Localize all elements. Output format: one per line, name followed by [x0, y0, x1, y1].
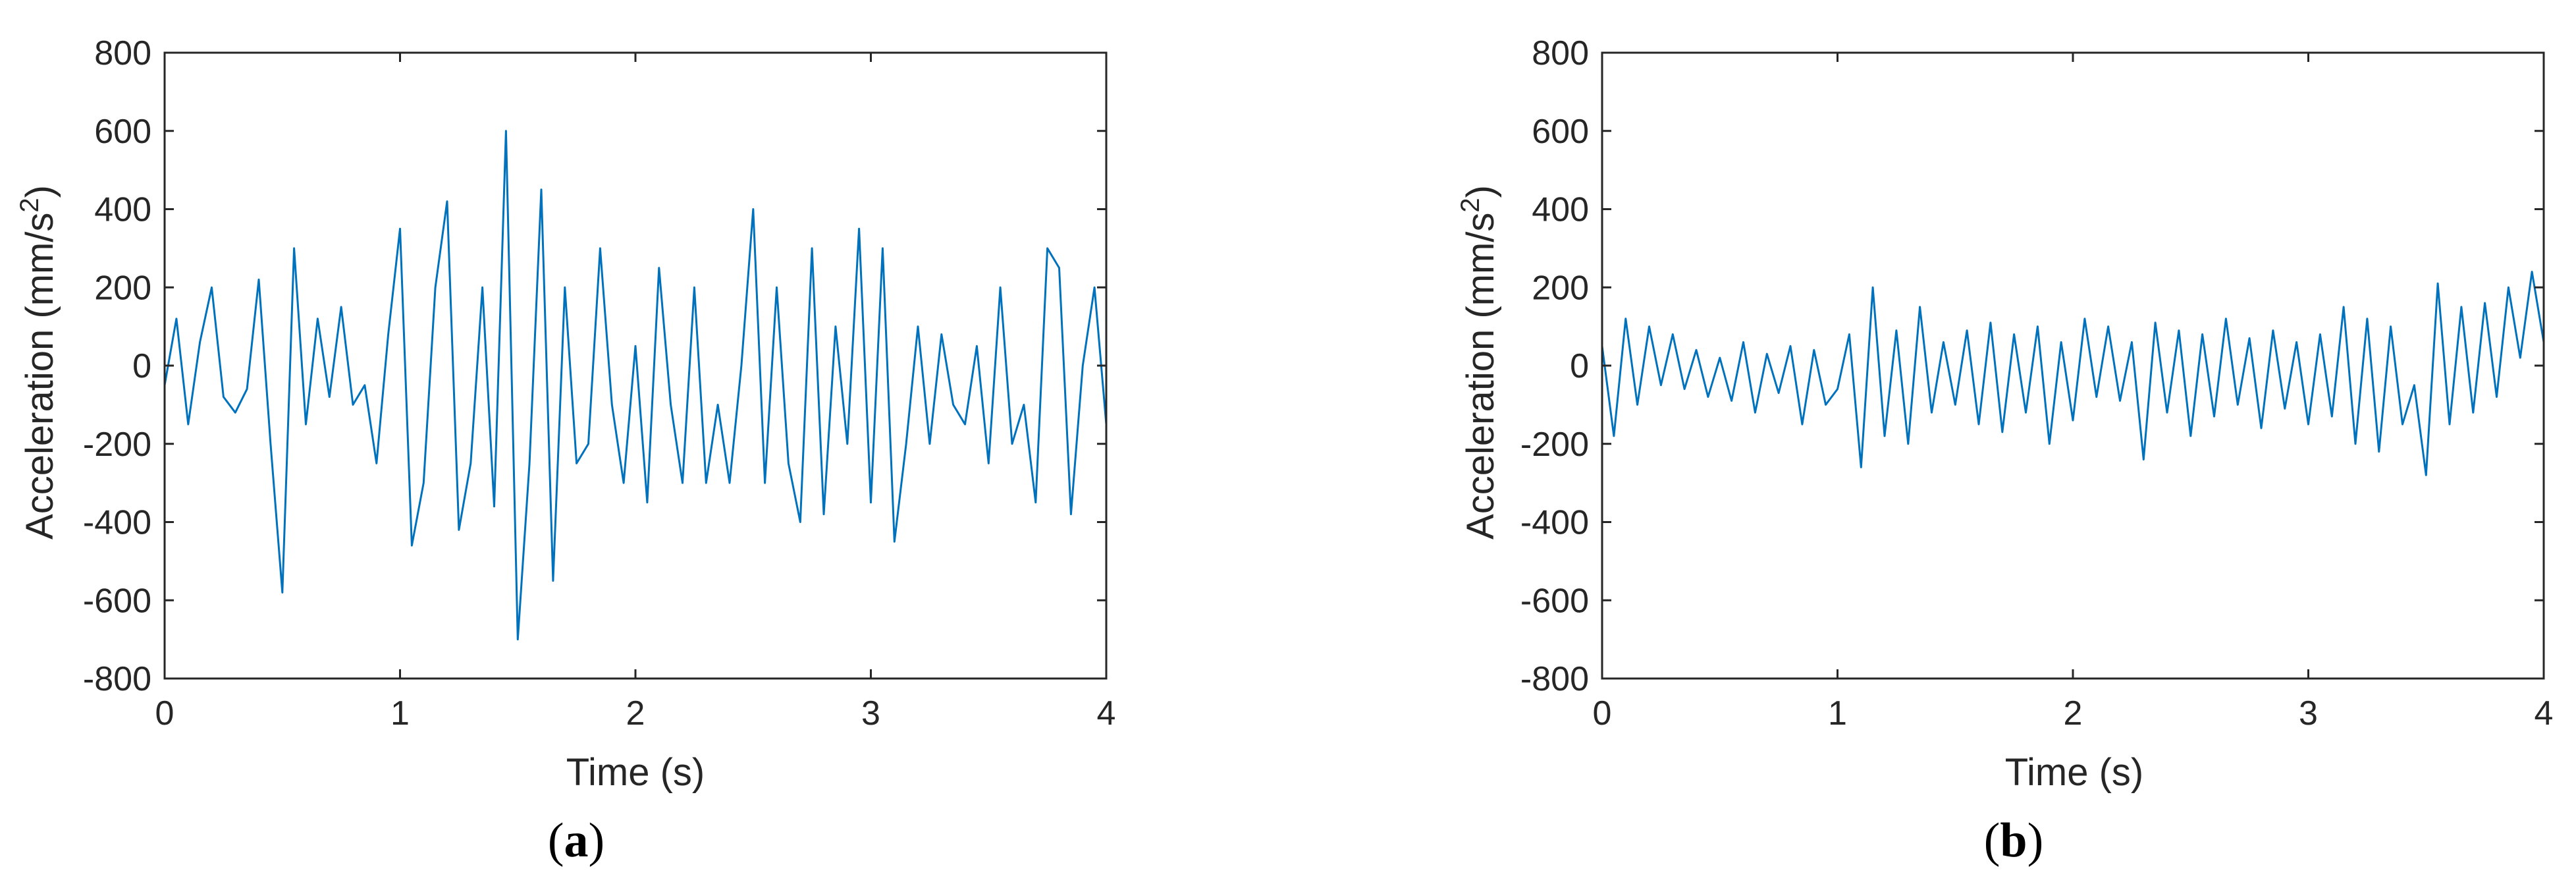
panel-a-x-tick-label: 0 [155, 694, 174, 733]
panel-a-x-tick-label: 2 [626, 694, 645, 733]
panel-a-y-tick-label: -800 [83, 660, 151, 698]
panel-b-y-tick-label: 0 [1570, 347, 1589, 385]
panel-a-y-tick-label: -600 [83, 582, 151, 620]
panel-b-x-tick-label: 0 [1593, 694, 1612, 733]
panel-a: Acceleration (mm/s2) Time (s) (a) 0 1 2 3 4 8… [15, 34, 1115, 868]
panel-b-x-tick-label: 3 [2299, 694, 2318, 733]
panel-b-label: (b) [1984, 814, 2043, 868]
panel-b-x-tick-label: 2 [2064, 694, 2083, 733]
panel-b-y-tick-label: -800 [1520, 660, 1589, 698]
panel-a-y-tick-label: 600 [94, 113, 151, 151]
panel-b-y-tick-label: 200 [1532, 269, 1589, 307]
panel-b-y-axis-label: Acceleration (mm/s2) [1456, 185, 1502, 540]
panel-b-x-tick-label: 4 [2535, 694, 2554, 733]
panel-a-y-tick-label: -200 [83, 426, 151, 464]
panel-b-y-tick-label: -200 [1520, 426, 1589, 464]
panel-a-y-axis-label: Acceleration (mm/s2) [15, 185, 61, 540]
panel-b-x-axis-label: Time (s) [2005, 751, 2143, 794]
panel-a-y-tick-label: 200 [94, 269, 151, 307]
panel-a-plot-frame [163, 51, 1108, 680]
panel-a-y-tick-label: 400 [94, 191, 151, 229]
panel-a-series-line [163, 130, 1108, 641]
panel-b: Acceleration (mm/s2) Time (s) (b) 0 1 2 3 4 8… [1456, 34, 2553, 868]
panel-a-x-tick-label: 3 [861, 694, 880, 733]
panel-a-y-tick-label: 800 [94, 34, 151, 72]
panel-b-series-line [1601, 271, 2545, 476]
panel-b-y-tick-label: -400 [1520, 504, 1589, 542]
panel-a-x-tick-label: 4 [1097, 694, 1116, 733]
panel-b-y-tick-label: -600 [1520, 582, 1589, 620]
panel-a-x-axis-label: Time (s) [566, 751, 705, 794]
panel-b-plot-frame [1601, 51, 2545, 680]
panel-b-y-tick-label: 600 [1532, 113, 1589, 151]
panel-b-y-tick-label: 400 [1532, 191, 1589, 229]
panel-a-y-tick-label: 0 [132, 347, 151, 385]
panel-a-x-tick-label: 1 [390, 694, 410, 733]
panel-b-x-tick-label: 1 [1828, 694, 1847, 733]
panel-b-y-tick-label: 800 [1532, 34, 1589, 72]
panel-a-y-tick-label: -400 [83, 504, 151, 542]
panel-a-label: (a) [548, 814, 604, 868]
